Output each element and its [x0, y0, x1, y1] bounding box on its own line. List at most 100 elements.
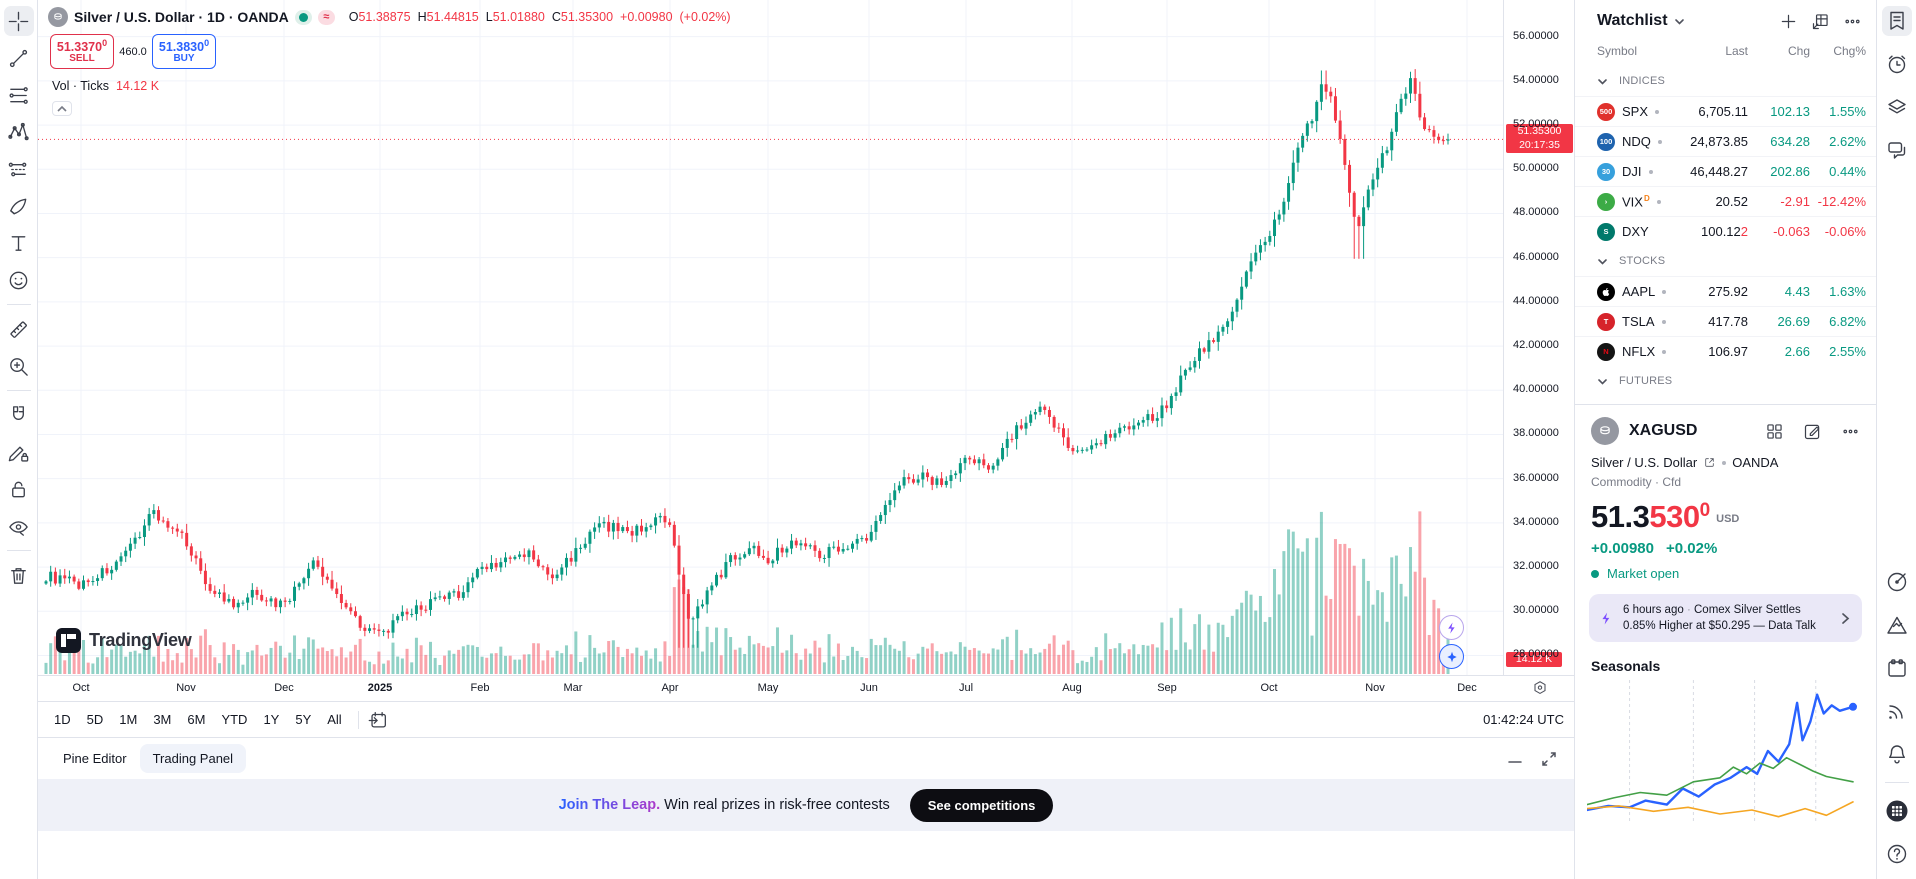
- vix-logo-icon: ›: [1597, 192, 1615, 211]
- watchlist-body: INDICES 500 SPX 6,705.11 102.13 1.55% 100 NDQ 24…: [1575, 66, 1876, 396]
- seasonals-title: Seasonals: [1591, 658, 1661, 675]
- apps-grid-icon: [1886, 800, 1907, 822]
- tool-chat[interactable]: [1882, 135, 1912, 165]
- tool-fib-retracement[interactable]: [4, 80, 34, 110]
- tool-zoom-in[interactable]: [4, 351, 34, 381]
- sell-button[interactable]: 51.33700 SELL: [50, 34, 114, 69]
- timeframe-5Y[interactable]: 5Y: [295, 712, 312, 727]
- price-axis[interactable]: 51.35300 20:17:35 14.12 K 56.00000 54.000…: [1503, 0, 1574, 675]
- timeframe-1Y[interactable]: 1Y: [263, 712, 280, 727]
- seasonals-chart[interactable]: [1587, 678, 1865, 830]
- tool-signal[interactable]: [1882, 696, 1912, 726]
- tool-projection[interactable]: [4, 154, 34, 184]
- tool-hide-all[interactable]: [4, 511, 34, 541]
- time-axis[interactable]: Oct Nov Dec 2025 Feb Mar Apr May Jun Jul Aug Sep Oct…: [38, 675, 1574, 701]
- external-link-icon[interactable]: [1703, 456, 1716, 469]
- toolbar-divider: [357, 710, 359, 729]
- tool-layers[interactable]: [1882, 92, 1912, 122]
- tool-emoji[interactable]: [4, 265, 34, 295]
- watchlist-row-VIX[interactable]: › VIXD 20.52 -2.91 -12.42%: [1575, 186, 1876, 216]
- detail-name[interactable]: Silver / U.S. Dollar: [1591, 455, 1698, 470]
- tool-ideas[interactable]: [1882, 610, 1912, 640]
- watchlist-layout-button[interactable]: [1806, 7, 1834, 35]
- tool-xabcd-pattern[interactable]: [4, 117, 34, 147]
- promo-banner: Join The Leap. Win real prizes in risk-f…: [38, 779, 1574, 831]
- event-promo-button[interactable]: [1439, 644, 1464, 669]
- timeframe-1M[interactable]: 1M: [119, 712, 138, 727]
- price-tick: 56.00000: [1513, 29, 1559, 42]
- market-status: Market open: [1575, 557, 1876, 581]
- detail-name-row: Silver / U.S. Dollar OANDA: [1575, 445, 1876, 470]
- delayed-data-icon[interactable]: ≈: [317, 9, 335, 25]
- price-tick: 28.00000: [1513, 648, 1559, 661]
- minimize-panel-icon[interactable]: [1506, 750, 1524, 768]
- chevron-down-icon[interactable]: [1672, 14, 1687, 29]
- tab-trading-panel[interactable]: Trading Panel: [139, 744, 247, 773]
- legend-collapse-button[interactable]: [52, 101, 72, 116]
- axis-settings-gear-icon[interactable]: [1530, 678, 1550, 701]
- detail-symbol[interactable]: XAGUSD: [1629, 422, 1698, 439]
- tool-apps-grid[interactable]: [1882, 796, 1912, 826]
- timeframe-YTD[interactable]: YTD: [221, 712, 248, 727]
- symbol-title[interactable]: Silver / U.S. Dollar · 1D · OANDA: [74, 9, 289, 25]
- chevron-down-icon: [1595, 74, 1610, 89]
- tool-brush[interactable]: [4, 191, 34, 221]
- watchlist-row-DXY[interactable]: S DXY 100.122 -0.063 -0.06%: [1575, 216, 1876, 246]
- candlestick-chart[interactable]: [38, 0, 1503, 675]
- chart-region[interactable]: Silver / U.S. Dollar · 1D · OANDA ≈ O51.…: [38, 0, 1574, 879]
- tab-pine-editor[interactable]: Pine Editor: [63, 751, 127, 766]
- watchlist-title[interactable]: Watchlist: [1597, 12, 1668, 29]
- watchlist-row-AAPL[interactable]: AAPL 275.92 4.43 1.63%: [1575, 276, 1876, 306]
- watchlist-section-futures[interactable]: FUTURES: [1575, 366, 1876, 396]
- tool-alerts[interactable]: [1882, 49, 1912, 79]
- buy-button[interactable]: 51.38300 BUY: [152, 34, 216, 69]
- timeframe-All[interactable]: All: [327, 712, 342, 727]
- timeframe-1D[interactable]: 1D: [54, 712, 71, 727]
- tool-ruler[interactable]: [4, 314, 34, 344]
- volume-legend[interactable]: Vol · Ticks 14.12 K: [52, 79, 160, 93]
- tool-crosshair[interactable]: [3, 6, 34, 36]
- tradingview-logo-icon: [56, 628, 81, 653]
- utc-clock[interactable]: 01:42:24 UTC: [1483, 712, 1564, 727]
- tool-help[interactable]: [1882, 839, 1912, 869]
- tool-lock-all[interactable]: [4, 474, 34, 504]
- detail-menu-icon[interactable]: [1836, 417, 1864, 445]
- tool-screener[interactable]: [1882, 567, 1912, 597]
- tool-text[interactable]: [4, 228, 34, 258]
- watchlist-row-TSLA[interactable]: T TSLA 417.78 26.69 6.82%: [1575, 306, 1876, 336]
- timeframe-6M[interactable]: 6M: [187, 712, 206, 727]
- leap-promo-button[interactable]: [1439, 615, 1464, 640]
- tool-magnet[interactable]: [4, 400, 34, 430]
- market-closed-dot-icon: [1656, 199, 1661, 204]
- add-symbol-button[interactable]: [1774, 7, 1802, 35]
- timeframe-3M[interactable]: 3M: [153, 712, 172, 727]
- tool-remove-all[interactable]: [4, 560, 34, 590]
- aapl-logo-icon: [1597, 282, 1615, 301]
- ndq-logo-icon: 100: [1597, 132, 1615, 151]
- watchlist-menu-button[interactable]: [1838, 7, 1866, 35]
- watchlist-section-stocks[interactable]: STOCKS: [1575, 246, 1876, 276]
- see-competitions-button[interactable]: See competitions: [909, 788, 1054, 822]
- nflx-logo-icon: N: [1597, 342, 1615, 361]
- tool-notifications[interactable]: [1882, 739, 1912, 769]
- detail-layout-icon[interactable]: [1760, 417, 1788, 445]
- price-tick: 38.00000: [1513, 427, 1559, 440]
- watchlist-row-DJI[interactable]: 30 DJI 46,448.27 202.86 0.44%: [1575, 156, 1876, 186]
- watchlist-section-indices[interactable]: INDICES: [1575, 66, 1876, 96]
- time-tick: Sep: [1157, 682, 1177, 694]
- expand-panel-icon[interactable]: [1540, 750, 1558, 768]
- timeframe-5D[interactable]: 5D: [86, 712, 104, 727]
- go-to-date-button[interactable]: [367, 709, 389, 731]
- tool-watchlist[interactable]: [1881, 6, 1912, 36]
- watchlist-row-NFLX[interactable]: N NFLX 106.97 2.66 2.55%: [1575, 336, 1876, 366]
- time-tick: May: [757, 682, 779, 694]
- tool-draw-lock[interactable]: [4, 437, 34, 467]
- edit-icon[interactable]: [1798, 417, 1826, 445]
- tool-trend-line[interactable]: [4, 43, 34, 73]
- market-open-dot-icon[interactable]: [294, 9, 312, 25]
- news-card[interactable]: 6 hours ago · Comex Silver Settles 0.85%…: [1589, 594, 1862, 643]
- tool-calendar[interactable]: [1882, 653, 1912, 683]
- remove-all-icon: [11, 567, 26, 584]
- watchlist-row-NDQ[interactable]: 100 NDQ 24,873.85 634.28 2.62%: [1575, 126, 1876, 156]
- watchlist-row-SPX[interactable]: 500 SPX 6,705.11 102.13 1.55%: [1575, 96, 1876, 126]
